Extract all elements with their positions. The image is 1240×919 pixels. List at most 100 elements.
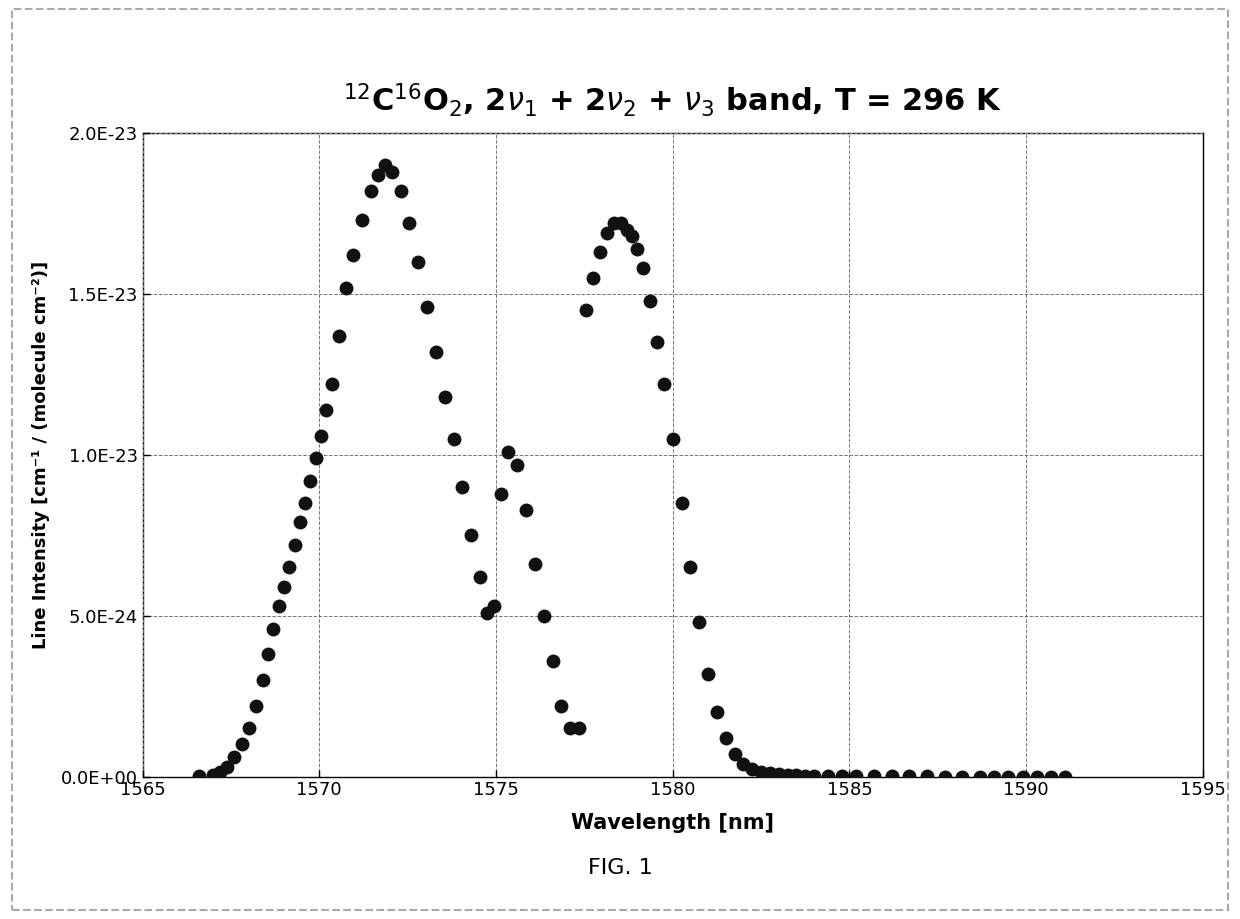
Point [689,615,709,630]
Point [734,756,754,771]
Point [751,765,771,779]
Point [343,248,363,263]
Point [552,698,572,713]
Point [361,184,381,199]
Point [533,608,553,623]
Point [217,759,237,774]
Point [935,769,955,784]
Point [832,769,852,784]
Point [899,769,919,784]
Point [805,768,825,783]
Point [485,599,505,614]
Point [269,599,289,614]
Point [985,769,1004,784]
Point [391,184,410,199]
Point [672,496,692,511]
Point [279,560,299,575]
Point [408,255,428,269]
Point [616,222,636,237]
Point [263,621,283,636]
Point [590,244,610,259]
Point [321,377,341,391]
Point [1055,769,1075,784]
Title: $^{12}$C$^{16}$O$_2$, 2$\nu_1$ + 2$\nu_2$ + $\nu_3$ band, T = 296 K: $^{12}$C$^{16}$O$_2$, 2$\nu_1$ + 2$\nu_2… [343,81,1002,119]
Point [336,280,356,295]
Point [611,216,631,231]
Point [577,302,596,317]
Point [477,606,497,620]
Point [525,557,544,572]
Point [647,335,667,349]
X-axis label: Wavelength [nm]: Wavelength [nm] [572,813,774,834]
Point [285,538,305,552]
Point [627,242,647,256]
Point [461,528,481,542]
Point [681,560,701,575]
Point [427,345,446,359]
Point [417,300,436,314]
Point [952,769,972,784]
Point [382,165,402,179]
Point [970,769,990,784]
Point [622,229,642,244]
Point [224,750,244,765]
Point [698,666,718,681]
Point [818,768,838,783]
Point [1027,769,1047,784]
Point [1040,769,1060,784]
Point [882,769,901,784]
Point [653,377,673,391]
Point [368,167,388,182]
Point [300,473,320,488]
Point [847,769,867,784]
Point [1013,769,1033,784]
Point [663,431,683,446]
Point [453,480,472,494]
Point [632,261,652,276]
Point [795,768,815,783]
Point [760,766,780,781]
Point [769,767,789,782]
Point [998,769,1018,784]
Point [569,720,589,735]
Point [507,458,527,472]
Point [203,767,223,782]
Text: FIG. 1: FIG. 1 [588,858,652,879]
Point [598,225,618,240]
Point [604,216,624,231]
Point [329,328,348,343]
Point [470,570,490,584]
Point [640,293,660,308]
Y-axis label: Line Intensity [cm⁻¹ / (molecule cm⁻²)]: Line Intensity [cm⁻¹ / (molecule cm⁻²)] [32,261,50,649]
Point [435,390,455,404]
Point [444,431,464,446]
Point [311,428,331,443]
Point [560,720,580,735]
Point [516,502,536,516]
Point [253,673,273,687]
Point [239,720,259,735]
Point [777,767,797,782]
Point [374,158,394,173]
Point [246,698,265,713]
Point [306,450,326,465]
Point [316,403,336,417]
Point [743,761,763,776]
Point [290,515,310,529]
Point [399,216,419,231]
Point [786,768,806,783]
Point [352,213,372,228]
Point [190,768,210,783]
Point [498,444,518,459]
Point [258,647,278,662]
Point [232,737,252,752]
Point [918,769,937,784]
Point [715,731,735,745]
Point [295,496,315,511]
Point [274,580,294,595]
Point [211,765,231,779]
Point [543,653,563,668]
Point [707,705,727,720]
Point [491,486,511,501]
Point [583,270,603,285]
